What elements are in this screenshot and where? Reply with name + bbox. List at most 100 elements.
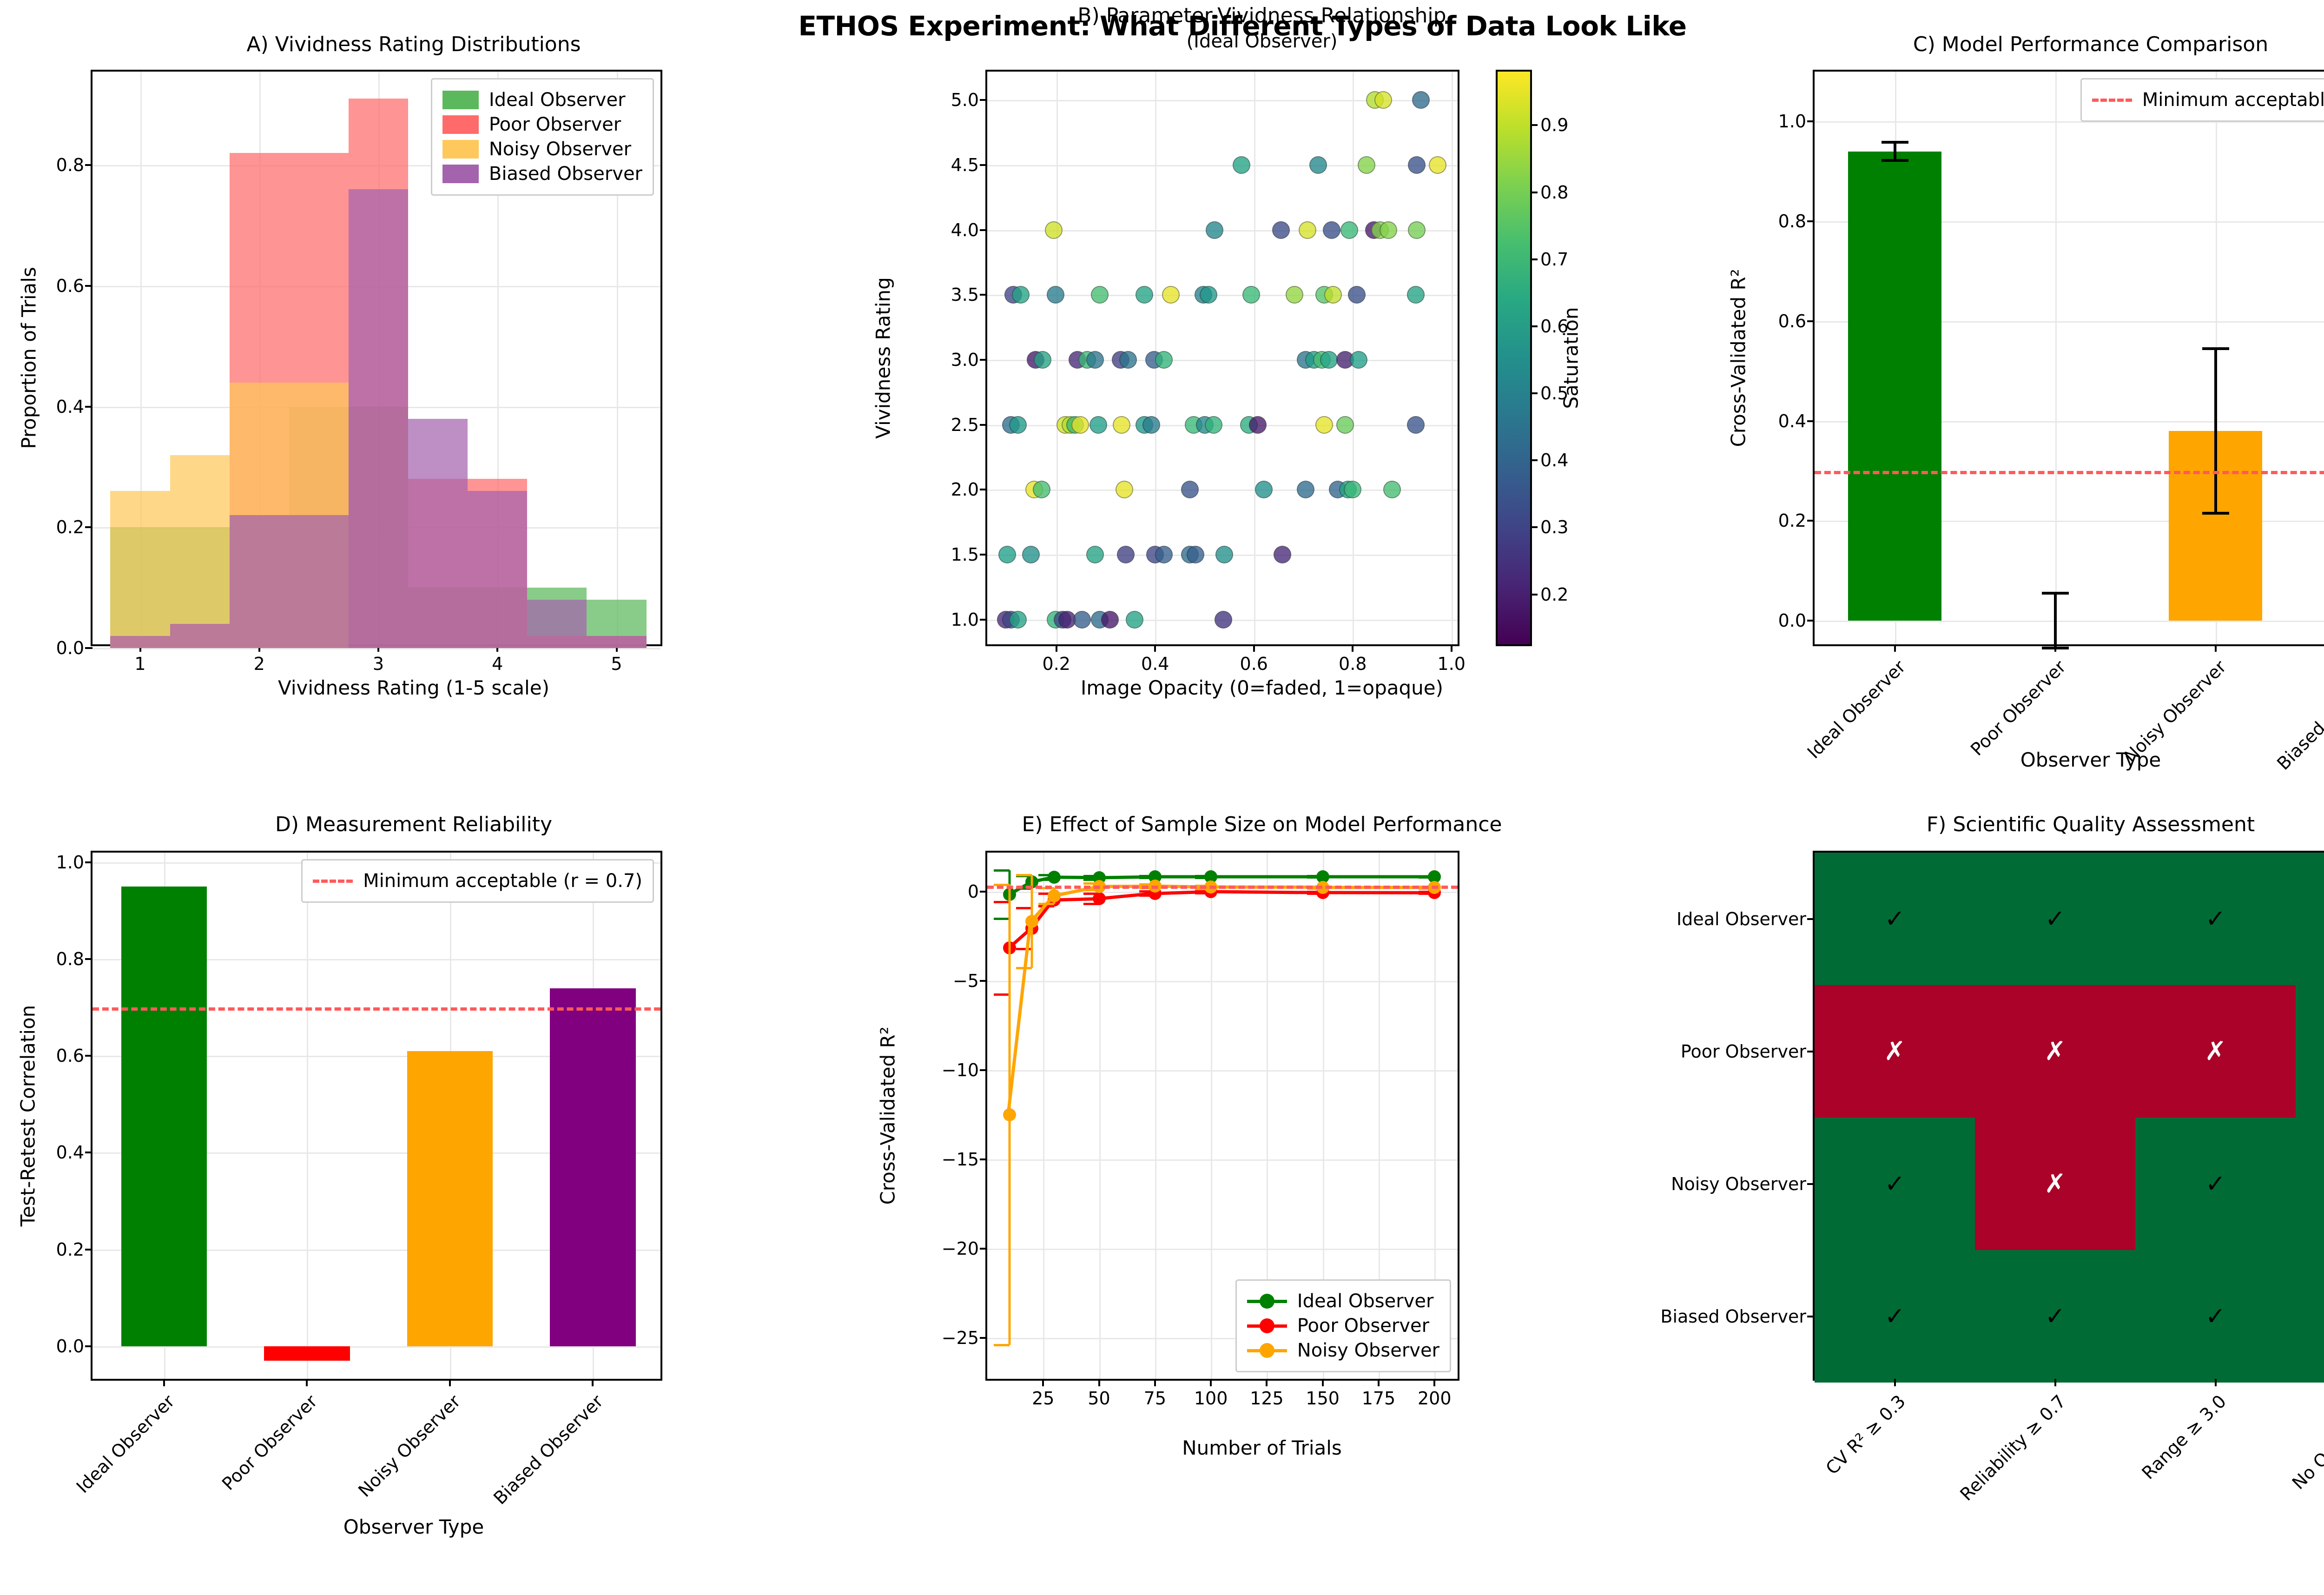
y-tick-mark — [980, 980, 987, 982]
gridline-x — [1099, 853, 1101, 1379]
gridline-y — [987, 295, 1458, 297]
y-tick-mark — [980, 424, 987, 426]
colorbar-tick-mark — [1530, 392, 1538, 395]
error-cap — [994, 900, 1010, 903]
y-tick-label: 0.8 — [56, 155, 84, 176]
y-tick-mark — [85, 861, 92, 863]
x-tick-mark — [1894, 1379, 1896, 1386]
error-cap — [2202, 347, 2229, 350]
scatter-point — [1320, 351, 1338, 369]
x-tick-mark — [2054, 1379, 2056, 1386]
error-cap — [1016, 874, 1032, 876]
gridline-x — [307, 853, 309, 1379]
panel-a-ylabel: Proportion of Trials — [17, 267, 40, 449]
y-tick-label: 0.2 — [1778, 510, 1806, 531]
colorbar-tick-mark — [1530, 258, 1538, 260]
scatter-point — [1071, 416, 1089, 434]
scatter-point — [1383, 481, 1401, 499]
heatmap-cell: ✗ — [1975, 985, 2135, 1118]
heatmap-cell: ✗ — [1815, 985, 1975, 1118]
x-tick-label: 125 — [1250, 1388, 1284, 1409]
x-tick-mark — [2214, 644, 2217, 652]
error-cap — [994, 884, 1010, 887]
colorbar: 0.2 0.3 0.4 0.5 0.6 0.7 0.8 0.9 — [1496, 70, 1568, 646]
scatter-point — [1091, 286, 1109, 304]
scatter-point — [1285, 286, 1303, 304]
data-point — [1048, 889, 1061, 902]
plot-area-B: 1.0 1.5 2.0 2.5 3.0 3.5 4.0 4.5 5.0 0.2 0.4 0.6 0.8 1… — [951, 70, 1466, 674]
panel-d-xlabel: Observer Type — [343, 1516, 484, 1538]
y-tick-mark — [980, 359, 987, 361]
data-point — [1003, 1108, 1017, 1122]
x-tick-mark — [139, 644, 141, 652]
y-tick-mark — [980, 164, 987, 166]
y-tick-mark — [85, 1345, 92, 1347]
y-tick-mark — [1807, 220, 1815, 223]
legend-label: Poor Observer — [489, 114, 621, 135]
gridline-y — [987, 360, 1458, 361]
error-cap — [1016, 907, 1032, 909]
heatmap-cell: ✗ — [1975, 1118, 2135, 1250]
scatter-point — [1407, 286, 1425, 304]
scatter-point — [1298, 221, 1316, 239]
legend-label: Biased Observer — [489, 163, 642, 185]
y-tick-mark — [1807, 120, 1815, 123]
x-tick-label: 1 — [134, 654, 146, 674]
y-tick-mark — [85, 1055, 92, 1057]
panel-D: 0.0 0.2 0.4 0.6 0.8 1.0 Ideal Observer Poor Obs… — [0, 790, 827, 1595]
scatter-point — [1379, 221, 1397, 239]
y-tick-mark — [980, 229, 987, 231]
panel-a-legend: Ideal Observer Poor Observer Noisy Observe… — [430, 78, 654, 196]
error-cap — [1083, 878, 1099, 881]
panel-title-C: C) Model Performance Comparison — [1913, 33, 2269, 56]
gridline-x — [1378, 853, 1380, 1379]
dashed-line-swatch — [313, 879, 353, 883]
histogram-bar — [587, 636, 647, 648]
legend-swatch — [442, 91, 479, 109]
col-label: No Overfitting — [2288, 1391, 2324, 1494]
y-tick-label: 3.0 — [951, 350, 979, 370]
scatter-point — [1046, 286, 1064, 304]
legend-item: Ideal Observer — [1247, 1291, 1439, 1312]
bar-2 — [407, 1051, 493, 1346]
y-tick-mark — [85, 405, 92, 408]
gridline-y — [1815, 421, 2324, 423]
gridline-y — [987, 1070, 1458, 1072]
line-segment — [1322, 891, 1435, 894]
x-tick-label: 200 — [1417, 1388, 1452, 1409]
legend-item: Noisy Observer — [442, 139, 642, 160]
legend-label: Noisy Observer — [489, 139, 632, 160]
x-tick-mark — [1253, 644, 1255, 652]
gridline-y — [987, 100, 1458, 102]
scatter-point — [1181, 481, 1199, 499]
y-tick-mark — [980, 1158, 987, 1161]
gridline-x — [497, 72, 499, 644]
gridline-y — [92, 1056, 660, 1058]
x-tick-label: Ideal Observer — [72, 1391, 178, 1497]
y-tick-mark — [980, 553, 987, 556]
panel-e-legend: Ideal Observer Poor Observer Noisy Observe… — [1235, 1279, 1451, 1372]
y-tick-mark — [85, 526, 92, 529]
colorbar-tick-mark — [1530, 325, 1538, 327]
error-cap — [1038, 893, 1055, 895]
scatter-point — [1009, 416, 1027, 434]
scatter-point — [1412, 91, 1430, 109]
x-tick-mark — [449, 1379, 451, 1386]
legend-label: Poor Observer — [1297, 1315, 1430, 1337]
col-label: Range ≥ 3.0 — [2138, 1391, 2230, 1483]
figure-suptitle: ETHOS Experiment: What Different Types o… — [798, 10, 1687, 42]
x-tick-label: Ideal Observer — [1803, 656, 1909, 763]
colorbar-tick-label: 0.3 — [1540, 517, 1569, 538]
histogram-bar — [110, 636, 170, 648]
colorbar-tick-label: 0.2 — [1540, 584, 1569, 605]
heatmap-cell: ✓ — [1815, 853, 1975, 985]
scatter-point — [1429, 156, 1446, 174]
x-tick-mark — [496, 644, 499, 652]
scatter-point — [1045, 221, 1063, 239]
y-tick-label: 0.8 — [1778, 211, 1806, 232]
y-tick-mark — [1807, 1050, 1815, 1052]
line-segment — [1155, 875, 1211, 879]
y-tick-label: 0.2 — [56, 517, 84, 538]
panel-title-D: D) Measurement Reliability — [275, 813, 553, 836]
row-label: Noisy Observer — [1671, 1173, 1806, 1194]
